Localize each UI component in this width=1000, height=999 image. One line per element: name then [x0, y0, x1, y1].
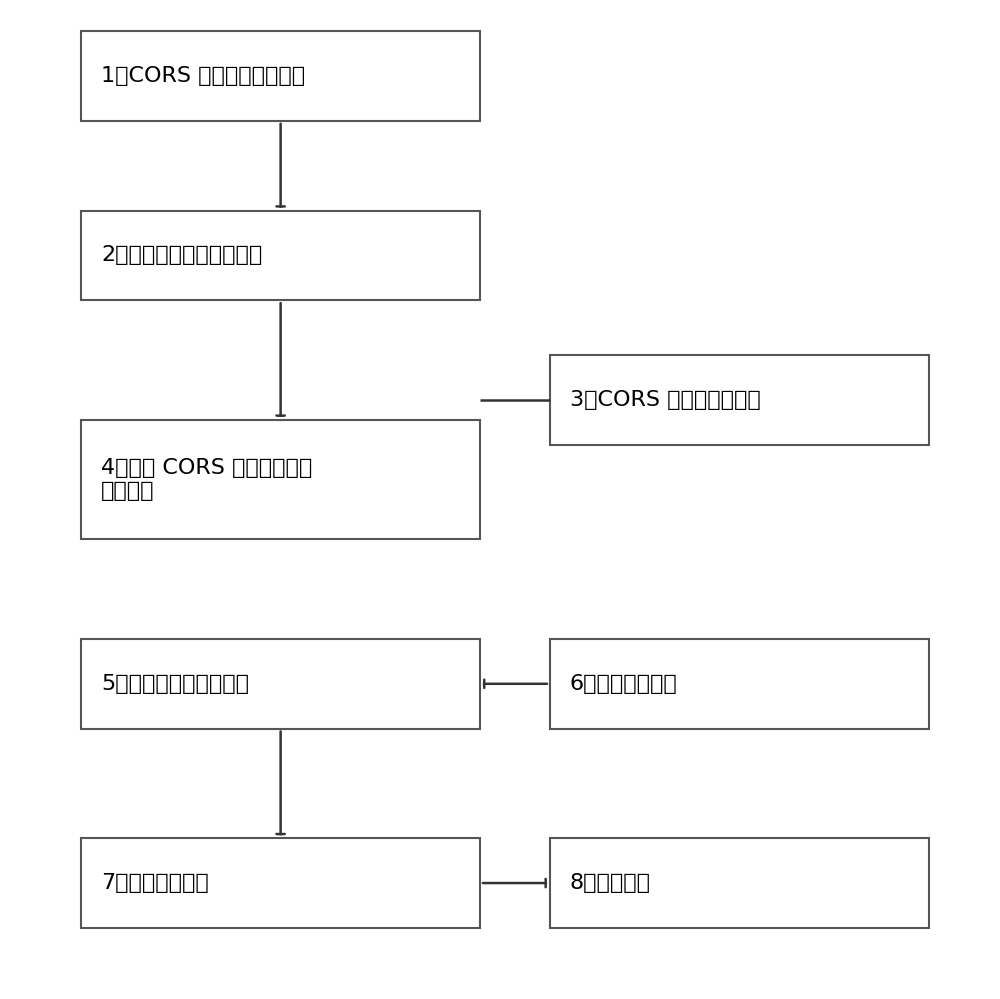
FancyBboxPatch shape	[550, 639, 929, 728]
FancyBboxPatch shape	[81, 211, 480, 301]
FancyBboxPatch shape	[81, 31, 480, 121]
Text: 7、修正后的坐标: 7、修正后的坐标	[101, 873, 209, 893]
Text: 1、CORS 基准站实时数据流: 1、CORS 基准站实时数据流	[101, 66, 305, 86]
FancyBboxPatch shape	[81, 639, 480, 728]
Text: 6、用户概略坐标: 6、用户概略坐标	[570, 673, 678, 693]
FancyBboxPatch shape	[550, 355, 929, 445]
Text: 5、构建不规则格网模型: 5、构建不规则格网模型	[101, 673, 249, 693]
FancyBboxPatch shape	[81, 420, 480, 539]
Text: 3、CORS 基准站已知坐标: 3、CORS 基准站已知坐标	[570, 390, 761, 410]
Text: 4、基于 CORS 基准站的实时
坐标差値: 4、基于 CORS 基准站的实时 坐标差値	[101, 458, 312, 501]
FancyBboxPatch shape	[81, 838, 480, 928]
Text: 8、用户终端: 8、用户终端	[570, 873, 651, 893]
FancyBboxPatch shape	[550, 838, 929, 928]
Text: 2、单点定位实时伪距坐标: 2、单点定位实时伪距坐标	[101, 246, 262, 266]
